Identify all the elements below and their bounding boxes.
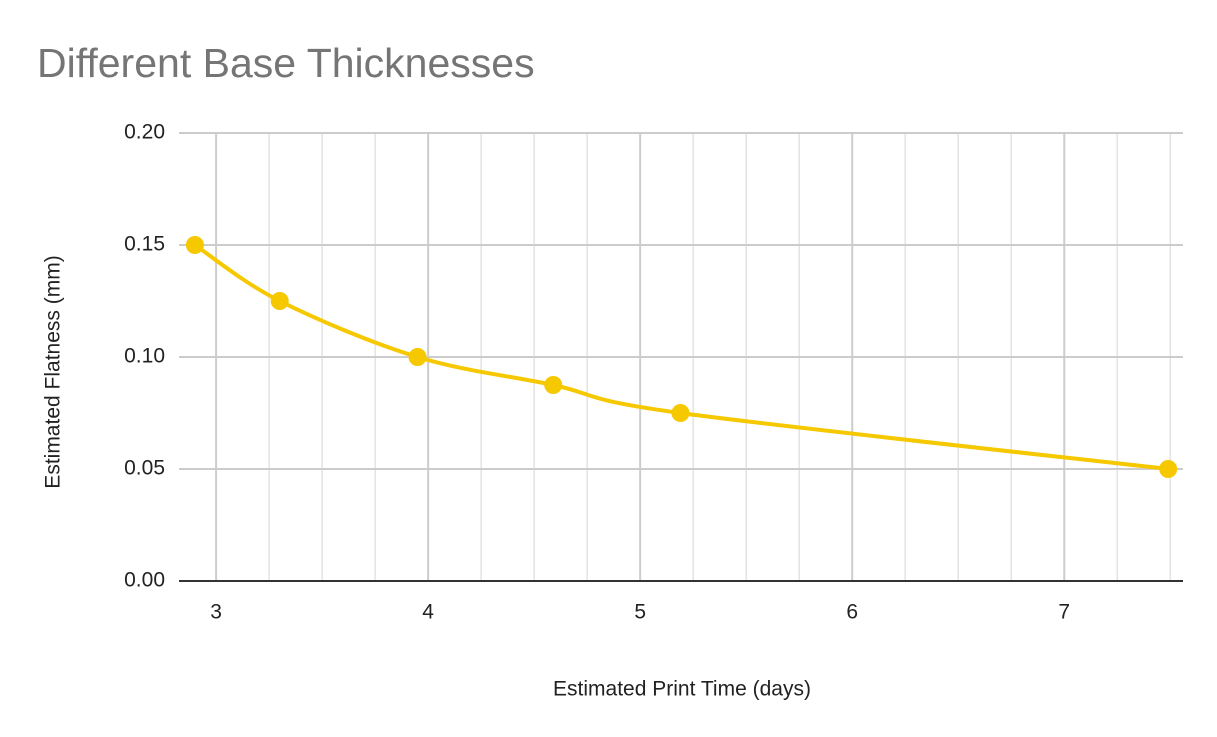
point	[544, 376, 563, 394]
point	[185, 236, 204, 254]
x-tick-label: 6	[846, 601, 858, 624]
point	[1159, 460, 1178, 478]
point	[270, 292, 289, 310]
y-tick-label: 0.15	[124, 233, 165, 256]
x-axis-label: Estimated Print Time (days)	[553, 678, 811, 701]
point	[671, 404, 690, 422]
x-tick-label: 7	[1058, 601, 1070, 624]
y-tick-label: 0.10	[124, 345, 165, 368]
y-tick-label: 0.05	[124, 457, 165, 480]
y-tick-label: 0.20	[124, 121, 165, 144]
x-tick-label: 3	[210, 601, 222, 624]
chart-title: Different Base Thicknesses	[37, 40, 535, 86]
x-tick-label: 4	[422, 601, 434, 624]
x-tick-label: 5	[634, 601, 646, 624]
y-axis-label: Estimated Flatness (mm)	[42, 255, 65, 488]
y-tick-label: 0.00	[124, 569, 165, 592]
point	[408, 348, 427, 366]
